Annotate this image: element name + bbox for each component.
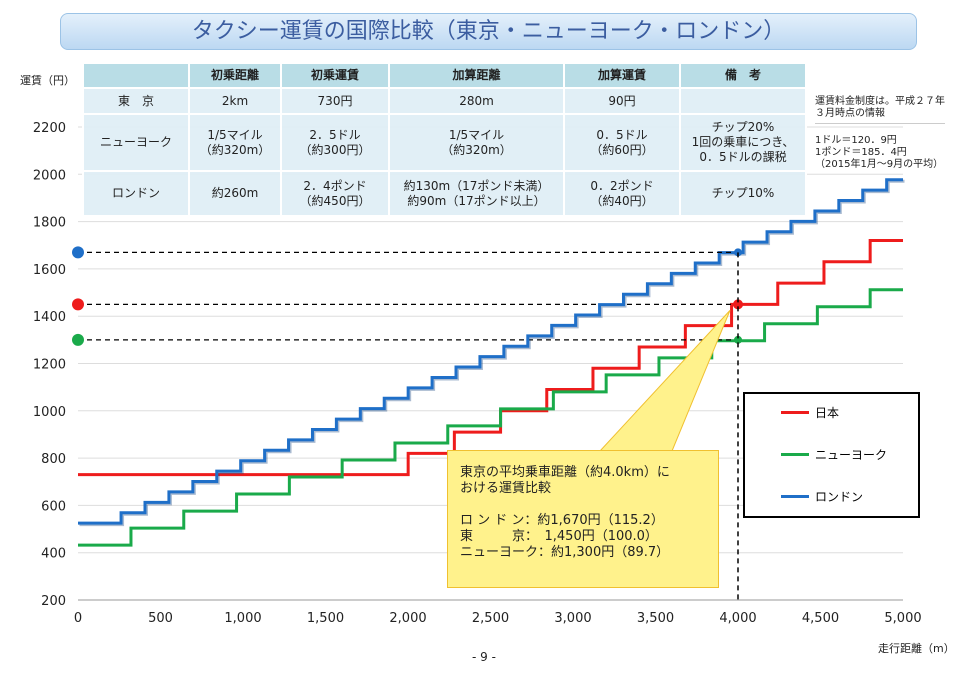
y-axis-label: 運賃（円） <box>20 74 75 87</box>
header-cell <box>82 62 190 89</box>
x-tick-label: 4,000 <box>719 611 756 626</box>
city-cell: ニューヨーク <box>82 113 190 172</box>
x-tick-label: 3,500 <box>637 611 674 626</box>
x-tick-label: 3,000 <box>554 611 591 626</box>
table-cell: 約260m <box>188 170 282 217</box>
y-tick-label: 2000 <box>33 168 66 183</box>
y-tick-label: 1800 <box>33 216 66 231</box>
legend-swatch <box>781 453 809 456</box>
legend-swatch <box>781 495 809 498</box>
start-marker <box>72 298 84 311</box>
y-tick-label: 1000 <box>33 405 66 420</box>
callout-line: ロ ン ド ン：約1,670円（115.2） <box>460 513 664 528</box>
page-number: - 9 - <box>472 650 496 664</box>
x-tick-label: 1,500 <box>307 611 344 626</box>
system-note: 運賃料金制度は。平成２７年 ３月時点の情報 <box>815 96 945 124</box>
start-marker <box>72 333 84 346</box>
x-tick-label: 1,000 <box>224 611 261 626</box>
table-cell: 1/5マイル （約320m） <box>388 113 565 172</box>
table-cell: 0．2ポンド （約40円） <box>563 170 681 217</box>
table-row: 東 京 2km 730円 280m 90円 <box>82 87 807 115</box>
y-tick-label: 600 <box>41 499 66 514</box>
callout-line: ニューヨーク：約1,300円（89.7） <box>460 545 670 560</box>
comparison-marker <box>734 335 742 344</box>
header-cell: 初乗運賃 <box>280 62 390 89</box>
callout-pointer <box>598 310 731 452</box>
legend-swatch <box>781 411 809 414</box>
table-cell: 2．4ポンド （約450円） <box>280 170 390 217</box>
x-axis-label: 走行距離（m） <box>878 642 955 655</box>
header-cell: 加算運賃 <box>563 62 681 89</box>
header-cell: 備 考 <box>679 62 807 89</box>
callout-heading: 東京の平均乗車距離（約4.0km）に おける運賃比較 <box>460 465 670 496</box>
x-tick-label: 2,000 <box>389 611 426 626</box>
table-row: ロンドン 約260m 2．4ポンド （約450円） 約130m（17ポンド未満）… <box>82 170 807 217</box>
legend-item-japan: 日本 <box>781 404 839 421</box>
y-tick-label: 800 <box>41 452 66 467</box>
table-cell: チップ10% <box>679 170 807 217</box>
table-header-row: 初乗距離 初乗運賃 加算距離 加算運賃 備 考 <box>82 62 807 89</box>
city-cell: 東 京 <box>82 87 190 115</box>
y-tick-label: 1600 <box>33 263 66 278</box>
comparison-callout: 東京の平均乗車距離（約4.0km）に おける運賃比較 ロ ン ド ン：約1,67… <box>447 450 719 588</box>
header-cell: 初乗距離 <box>188 62 282 89</box>
x-tick-label: 5,000 <box>884 611 921 626</box>
table-cell: 2km <box>188 87 282 115</box>
table-cell: 0．5ドル （約60円） <box>563 113 681 172</box>
table-cell: 280m <box>388 87 565 115</box>
slide-title: タクシー運賃の国際比較（東京・ニューヨーク・ロンドン） <box>60 13 917 50</box>
table-row: ニューヨーク 1/5マイル （約320m） 2．5ドル （約300円） 1/5マ… <box>82 113 807 172</box>
x-tick-label: 4,500 <box>802 611 839 626</box>
y-tick-label: 1200 <box>33 358 66 373</box>
y-tick-label: 200 <box>41 594 66 609</box>
table-cell: チップ20% 1回の乗車につき、 0．5ドルの課税 <box>679 113 807 172</box>
legend-item-newyork: ニューヨーク <box>781 446 887 463</box>
city-cell: ロンドン <box>82 170 190 217</box>
y-tick-label: 400 <box>41 547 66 562</box>
series-line-0 <box>78 239 903 477</box>
comparison-marker <box>733 299 743 310</box>
fare-table: 初乗距離 初乗運賃 加算距離 加算運賃 備 考 東 京 2km 730円 280… <box>82 62 807 217</box>
table-cell <box>679 87 807 115</box>
header-cell: 加算距離 <box>388 62 565 89</box>
x-tick-label: 0 <box>74 611 82 626</box>
series-line-2 <box>78 178 903 525</box>
x-tick-label: 2,500 <box>472 611 509 626</box>
y-tick-label: 2200 <box>33 121 66 136</box>
table-cell: 1/5マイル （約320m） <box>188 113 282 172</box>
series-line-1 <box>78 288 903 547</box>
table-cell: 90円 <box>563 87 681 115</box>
table-cell: 約130m（17ポンド未満） 約90m（17ポンド以上） <box>388 170 565 217</box>
start-marker <box>72 246 84 259</box>
legend: 日本 ニューヨーク ロンドン <box>743 392 920 518</box>
callout-line: 東 京： 1,450円（100.0） <box>460 529 658 544</box>
exchange-rate-note: 1ドル＝120．9円 1ポンド＝185．4円 （2015年1月～9月の平均） <box>815 135 944 170</box>
x-tick-label: 500 <box>148 611 173 626</box>
table-cell: 730円 <box>280 87 390 115</box>
y-tick-label: 1400 <box>33 310 66 325</box>
legend-item-london: ロンドン <box>781 488 863 505</box>
table-cell: 2．5ドル （約300円） <box>280 113 390 172</box>
